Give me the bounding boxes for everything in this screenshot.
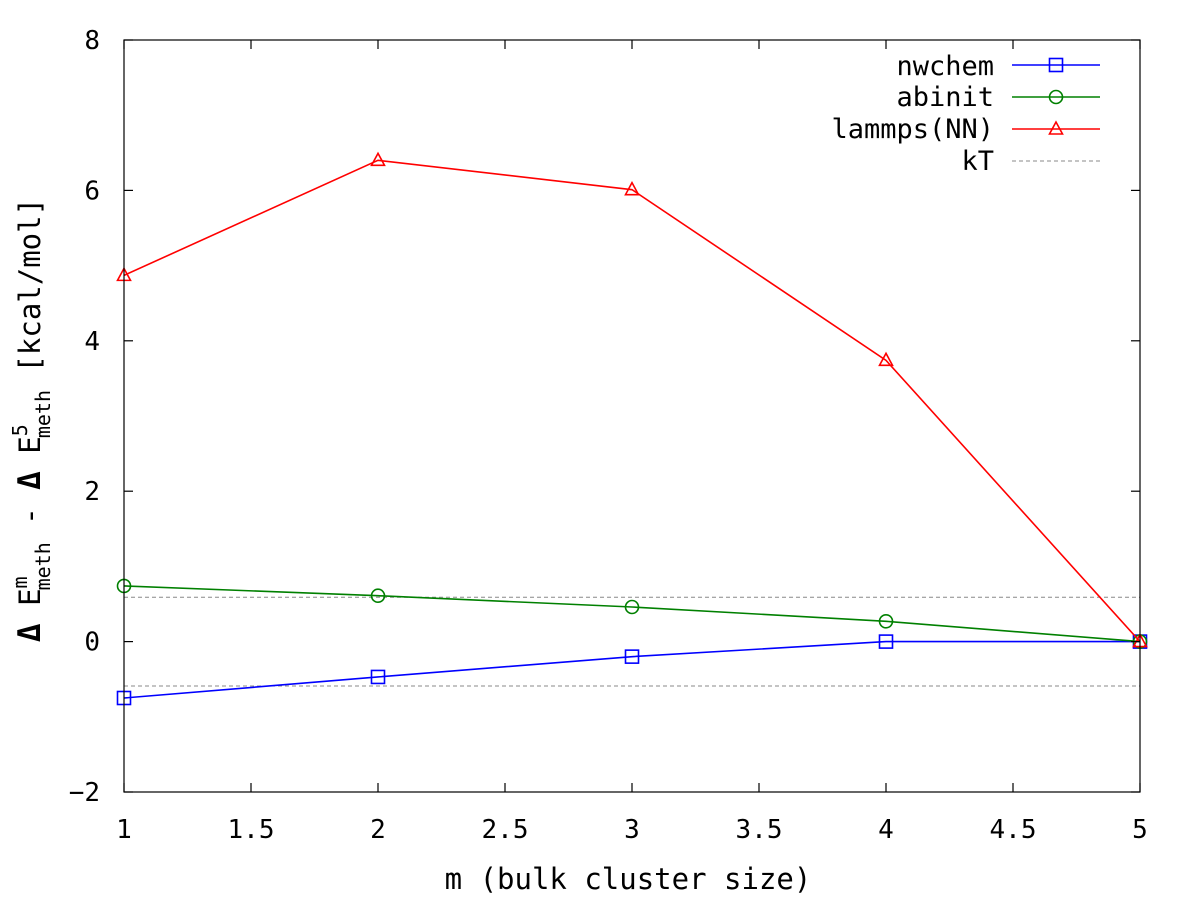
data-point bbox=[624, 649, 640, 664]
y-label-delta-2: Δ bbox=[12, 471, 48, 490]
legend-label-nwchem: nwchem bbox=[896, 51, 994, 82]
series-line-2 bbox=[123, 159, 1141, 643]
series-0 bbox=[116, 634, 1148, 706]
y-label-sup-5: 5 bbox=[8, 424, 32, 436]
series-2 bbox=[116, 151, 1148, 648]
y-tick-label: 6 bbox=[84, 176, 100, 206]
y-tick-label: 8 bbox=[84, 26, 100, 56]
x-tick-label: 2 bbox=[370, 815, 386, 845]
x-tick-label: 2.5 bbox=[482, 815, 529, 845]
legend-label-kt: kT bbox=[961, 146, 994, 177]
legend-sample-marker bbox=[1048, 120, 1064, 135]
y-label-e-1: E bbox=[13, 588, 47, 605]
y-tick-label: −2 bbox=[69, 778, 100, 808]
reference-lines bbox=[124, 596, 1140, 687]
data-point bbox=[624, 180, 640, 196]
y-axis-label: Δ Emmeth - Δ E5meth [kcal/mol] bbox=[8, 198, 55, 642]
data-point bbox=[878, 634, 894, 649]
data-point bbox=[370, 669, 386, 685]
x-tick-label: 3 bbox=[624, 815, 640, 845]
x-axis-label: m (bulk cluster size) bbox=[445, 862, 812, 896]
y-label-sub-meth-1: meth bbox=[31, 542, 55, 590]
y-label-sub-meth-2: meth bbox=[31, 390, 55, 438]
y-label-e-2: E bbox=[13, 436, 47, 453]
y-tick-label: 0 bbox=[84, 628, 100, 658]
x-tick-label: 3.5 bbox=[736, 815, 783, 845]
data-point bbox=[878, 351, 894, 367]
data-point bbox=[878, 613, 894, 629]
y-tick-label: 4 bbox=[84, 327, 100, 357]
y-label-units: [kcal/mol] bbox=[13, 198, 47, 373]
x-tick-label: 5 bbox=[1132, 815, 1148, 845]
series-layer bbox=[116, 151, 1148, 706]
ticks: 1 1.5 2 2.5 3 3.5 4 4.5 5 −2 0 2 4 6 8 bbox=[69, 26, 1148, 845]
x-tick-label: 1.5 bbox=[228, 815, 275, 845]
y-label-delta-1: Δ bbox=[12, 623, 48, 642]
series-line-0 bbox=[123, 640, 1140, 699]
legend-sample-marker bbox=[1048, 57, 1064, 73]
legend-label-lammps: lammps(NN) bbox=[831, 114, 994, 145]
x-tick-label: 4 bbox=[878, 815, 894, 845]
y-tick-label: 2 bbox=[84, 477, 100, 507]
legend: nwchem abinit lammps(NN) kT bbox=[831, 51, 1100, 177]
data-point bbox=[370, 151, 386, 167]
y-label-minus: - bbox=[13, 507, 47, 524]
legend-label-abinit: abinit bbox=[896, 82, 994, 113]
series-1 bbox=[116, 578, 1148, 649]
x-tick-label: 4.5 bbox=[990, 815, 1037, 845]
data-point bbox=[370, 588, 386, 604]
series-line-1 bbox=[123, 585, 1141, 643]
x-tick-label: 1 bbox=[116, 815, 132, 845]
y-label-sup-m: m bbox=[8, 576, 32, 588]
data-point bbox=[624, 599, 640, 615]
legend-sample-marker bbox=[1048, 89, 1064, 105]
